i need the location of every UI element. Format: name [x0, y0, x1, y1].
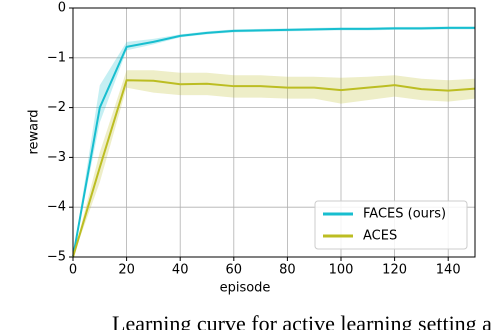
line [72, 26, 475, 258]
x-tick-label: 120 [382, 263, 407, 278]
x-tick-label: 80 [279, 263, 296, 278]
x-tick-label: 0 [69, 263, 77, 278]
x-tick-label: 140 [436, 263, 461, 278]
line [72, 79, 476, 258]
x-tick-label: 100 [329, 263, 354, 278]
plot-frame [72, 7, 476, 258]
legend-label: FACES (ours) [363, 207, 446, 222]
y-tick-label: −1 [47, 50, 66, 65]
x-axis-label: episode [220, 281, 271, 296]
x-tick-label: 40 [172, 263, 189, 278]
x-tick-label: 60 [226, 263, 243, 278]
legend-label: ACES [363, 229, 397, 244]
x-tick-label: 20 [118, 263, 135, 278]
y-tick-label: −4 [47, 200, 66, 215]
y-axis-label: reward [27, 109, 42, 154]
y-tick-label: −2 [47, 100, 66, 115]
y-tick-label: 0 [58, 1, 66, 16]
y-tick-label: −5 [47, 250, 66, 265]
y-tick-label: −3 [47, 150, 66, 165]
caption: Learning curve for active learning setti… [112, 311, 492, 330]
